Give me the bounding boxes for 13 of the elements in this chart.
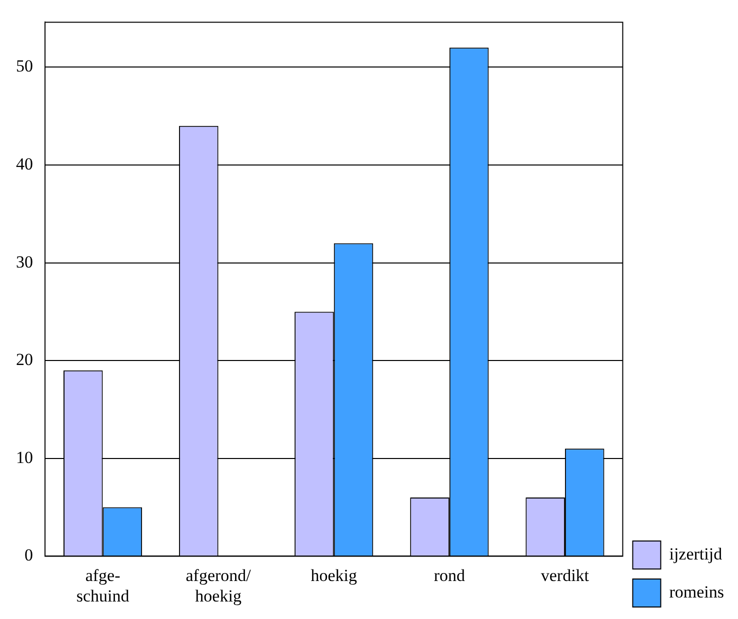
y-tick-label: 40 xyxy=(16,154,33,174)
y-tick-label: 20 xyxy=(16,350,33,370)
x-tick-label: afgerond/ hoekig xyxy=(186,566,252,606)
y-tick-label: 50 xyxy=(16,56,33,76)
x-tick-label: verdikt xyxy=(540,566,590,585)
legend-label: romeins xyxy=(669,582,724,602)
x-tick-label: rond xyxy=(434,566,466,585)
legend-label: ijzertijd xyxy=(669,544,723,564)
y-tick-label: 10 xyxy=(16,448,33,467)
y-tick-label: 0 xyxy=(24,546,33,565)
x-tick-label: afge- schuind xyxy=(76,566,130,606)
y-tick-label: 30 xyxy=(16,252,33,272)
x-tick-label: hoekig xyxy=(310,566,358,585)
